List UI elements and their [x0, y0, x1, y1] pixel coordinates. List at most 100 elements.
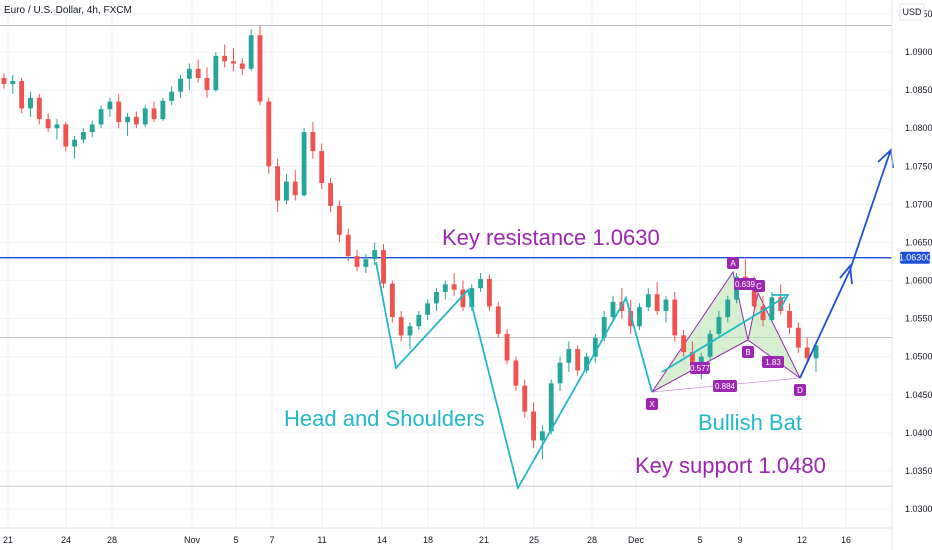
candle: [239, 58, 245, 75]
candle: [451, 272, 457, 296]
bat-projection-line: [661, 296, 786, 373]
candle: [301, 128, 307, 197]
candle: [495, 301, 501, 338]
candle: [345, 228, 351, 262]
candle: [725, 295, 731, 323]
svg-text:X: X: [649, 400, 655, 409]
projection-arrowhead-mid: [839, 263, 853, 285]
candle: [28, 91, 33, 117]
x-tick-label: 21: [3, 535, 13, 545]
head-and-shoulders-annotation: Head and Shoulders: [284, 406, 485, 431]
bat-projection-arrowhead: [772, 294, 790, 310]
candle: [195, 59, 201, 83]
svg-text:D: D: [797, 386, 803, 395]
candle: [425, 299, 431, 321]
candle: [557, 356, 563, 391]
candle: [266, 97, 272, 174]
y-tick-label: 1.05500: [905, 314, 932, 324]
chart-title: Euro / U.S. Dollar, 4h, FXCM: [4, 5, 132, 16]
candle: [637, 303, 642, 331]
candle: [663, 295, 669, 323]
candle: [804, 337, 810, 365]
candle: [336, 200, 342, 243]
x-tick-label: 5: [697, 535, 702, 545]
candle: [169, 86, 175, 106]
candles-group: [1, 25, 819, 460]
x-tick-label: 21: [479, 535, 489, 545]
candle: [142, 105, 148, 127]
candle: [363, 253, 369, 273]
y-tick-label: 1.03500: [905, 466, 932, 476]
candle: [654, 282, 660, 315]
candle: [398, 311, 404, 342]
candle: [504, 329, 510, 365]
candle: [204, 67, 210, 98]
y-tick-label: 1.08000: [905, 123, 932, 133]
candle: [319, 143, 325, 190]
candle: [151, 101, 157, 123]
candle: [787, 303, 792, 334]
candle: [248, 29, 254, 72]
candle: [45, 113, 51, 133]
svg-text:0.884: 0.884: [715, 382, 736, 391]
candle: [707, 330, 713, 361]
candle: [1, 73, 7, 89]
candle: [213, 52, 219, 92]
candle: [89, 120, 95, 138]
candle: [133, 111, 139, 129]
candle: [513, 356, 519, 391]
candle: [442, 280, 448, 300]
head-and-shoulders-pattern: [375, 261, 653, 491]
grid-lines: [0, 0, 892, 528]
candle: [434, 288, 439, 311]
candle: [72, 135, 78, 159]
point-label-b: B: [742, 346, 754, 358]
svg-text:C: C: [756, 282, 762, 291]
support-annotation: Key support 1.0480: [635, 453, 826, 478]
candle: [54, 119, 60, 140]
ratio-label-183: 1.83: [762, 356, 784, 368]
y-tick-label: 1.08500: [905, 85, 932, 95]
candle: [769, 291, 775, 323]
candle: [389, 280, 395, 323]
svg-text:1.06300: 1.06300: [899, 253, 932, 263]
candle: [178, 74, 183, 98]
ratio-label-0577: 0.577: [690, 362, 711, 374]
candle: [310, 122, 316, 159]
time-axis[interactable]: 21 24 28 Nov 5 7 11 14 18 21 25 28 Dec 5 9 12 16: [3, 535, 851, 545]
y-tick-label: 1.04000: [905, 428, 932, 438]
ratio-label-0639: 0.639: [734, 278, 756, 290]
bullish-bat-annotation: Bullish Bat: [698, 410, 802, 435]
projection-path: [799, 151, 891, 379]
candle: [478, 272, 484, 292]
candle: [531, 402, 536, 449]
candle: [522, 379, 528, 418]
candle: [19, 77, 25, 113]
svg-text:0.639: 0.639: [735, 280, 756, 289]
point-label-x: X: [646, 398, 658, 410]
x-tick-label: 14: [377, 535, 387, 545]
currency-button[interactable]: USD: [899, 3, 925, 21]
x-tick-label: 28: [587, 535, 597, 545]
candle: [275, 158, 281, 212]
svg-text:1.83: 1.83: [765, 358, 781, 367]
resistance-annotation: Key resistance 1.0630: [442, 225, 660, 250]
candle: [81, 128, 86, 144]
x-tick-label: 7: [269, 535, 274, 545]
candle: [416, 311, 422, 331]
candle: [160, 97, 166, 121]
y-tick-label: 1.06000: [905, 276, 932, 286]
candle: [63, 122, 69, 152]
candle: [381, 243, 386, 289]
candle: [681, 330, 687, 357]
x-tick-label: 25: [529, 535, 539, 545]
svg-text:B: B: [745, 348, 750, 357]
y-tick-label: 1.07500: [905, 161, 932, 171]
candle: [539, 425, 545, 460]
x-tick-label: 18: [423, 535, 433, 545]
candle: [284, 173, 289, 205]
x-tick-label: 9: [737, 535, 742, 545]
x-tick-label: 12: [797, 535, 807, 545]
candle: [125, 113, 130, 136]
